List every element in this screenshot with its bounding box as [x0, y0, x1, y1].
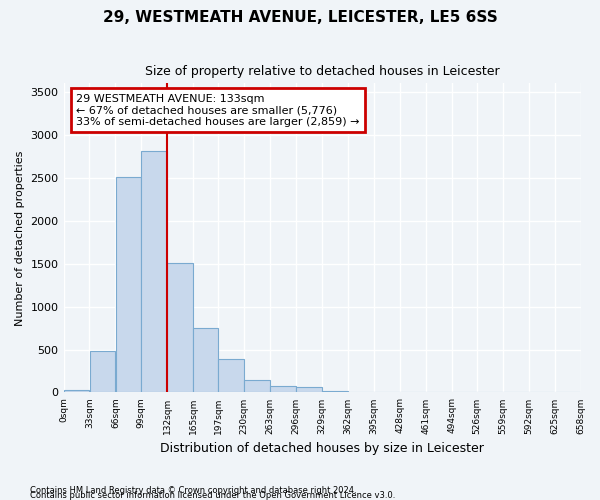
Title: Size of property relative to detached houses in Leicester: Size of property relative to detached ho… [145, 65, 499, 78]
Text: Contains public sector information licensed under the Open Government Licence v3: Contains public sector information licen… [30, 491, 395, 500]
Y-axis label: Number of detached properties: Number of detached properties [15, 150, 25, 326]
Bar [89, 351, 115, 393]
Bar [322, 390, 348, 392]
Text: 29, WESTMEATH AVENUE, LEICESTER, LE5 6SS: 29, WESTMEATH AVENUE, LEICESTER, LE5 6SS [103, 10, 497, 25]
Bar [244, 380, 270, 392]
X-axis label: Distribution of detached houses by size in Leicester: Distribution of detached houses by size … [160, 442, 484, 455]
Bar [167, 263, 193, 392]
Bar [193, 328, 218, 392]
Text: 29 WESTMEATH AVENUE: 133sqm
← 67% of detached houses are smaller (5,776)
33% of : 29 WESTMEATH AVENUE: 133sqm ← 67% of det… [76, 94, 359, 127]
Bar [296, 388, 322, 392]
Bar [116, 177, 141, 392]
Bar [218, 359, 244, 392]
Bar [64, 390, 89, 392]
Bar [270, 386, 296, 392]
Bar [142, 151, 167, 392]
Text: Contains HM Land Registry data © Crown copyright and database right 2024.: Contains HM Land Registry data © Crown c… [30, 486, 356, 495]
